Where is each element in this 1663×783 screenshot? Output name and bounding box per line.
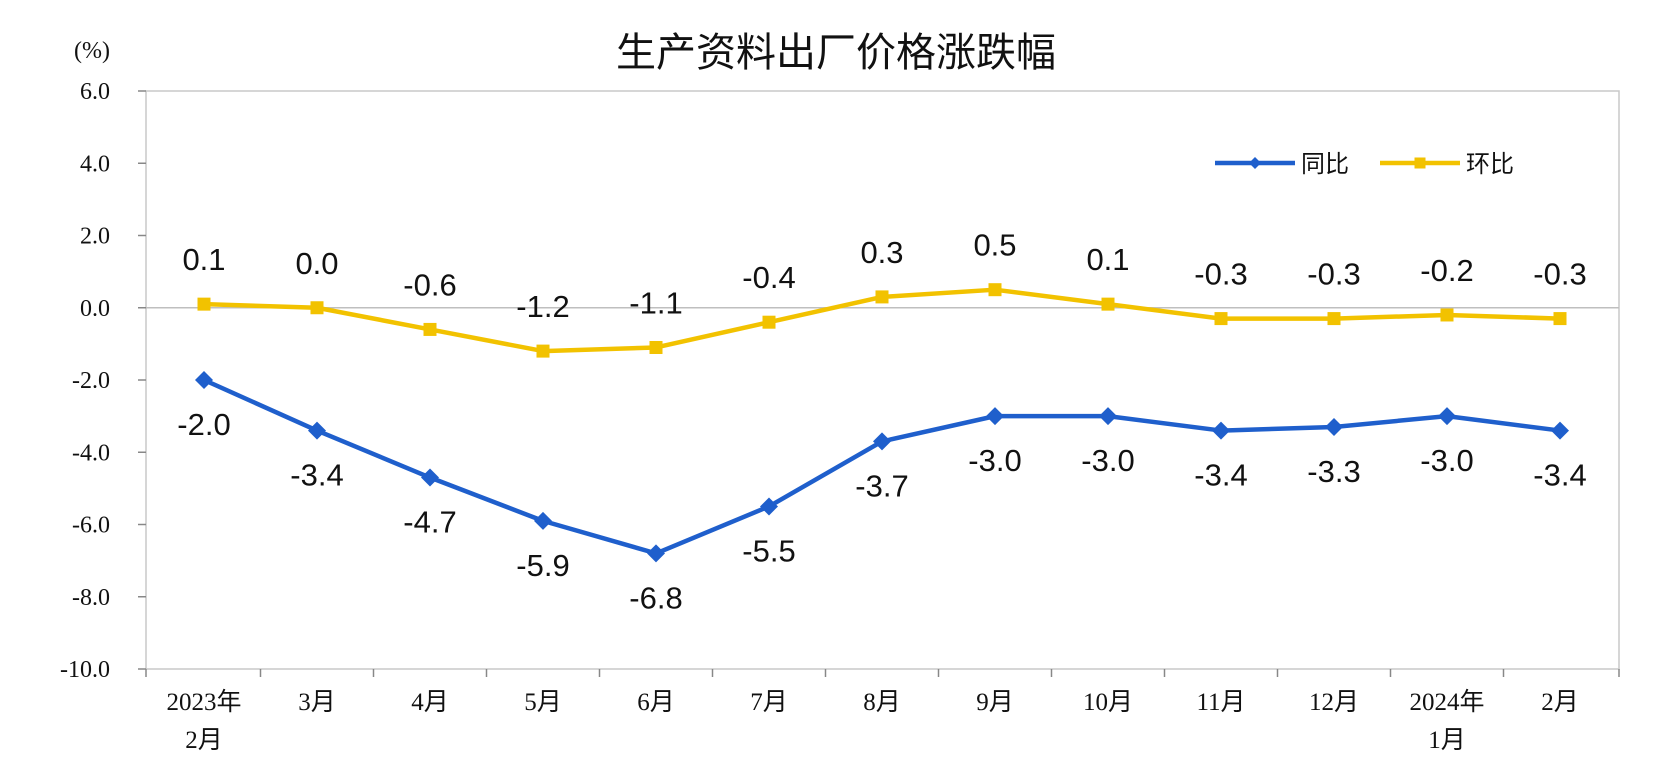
- y-tick-label: -6.0: [72, 513, 110, 539]
- y-axis-ticks: 6.0 4.0 2.0 0.0 -2.0 -4.0 -6.0 -8.0 -10.0: [60, 79, 146, 683]
- data-point: [988, 283, 1002, 297]
- x-tick-label: 5月: [524, 689, 562, 716]
- x-tick-label: 10月: [1083, 689, 1133, 716]
- data-point: [760, 497, 778, 516]
- data-point: [647, 544, 665, 563]
- data-label: -3.4: [1533, 458, 1586, 493]
- data-point: [873, 432, 891, 451]
- y-tick-label: -4.0: [72, 440, 110, 466]
- data-point: [1551, 421, 1569, 440]
- data-label: -0.3: [1194, 257, 1247, 292]
- data-labels: -2.0 -3.4 -4.7 -5.9 -6.8 -5.5 -3.7 -3.0 -3.0 -3.4…: [177, 228, 1586, 616]
- y-tick-label: 2.0: [80, 224, 110, 250]
- data-label: -0.3: [1533, 257, 1586, 292]
- data-label: -1.2: [516, 289, 569, 324]
- data-point: [649, 340, 663, 354]
- data-label: -4.7: [403, 505, 456, 540]
- x-tick-label: 2月: [1541, 689, 1579, 716]
- data-point: [1440, 308, 1454, 322]
- data-label: 0.1: [1086, 242, 1129, 277]
- data-label: 0.5: [973, 228, 1016, 263]
- y-tick-label: 4.0: [80, 151, 110, 177]
- x-tick-label: 2023年: [166, 688, 241, 716]
- x-tick-label: 6月: [637, 689, 675, 716]
- y-tick-label: -8.0: [72, 585, 110, 611]
- y-tick-label: 0.0: [80, 296, 110, 322]
- data-label: -0.2: [1420, 253, 1473, 288]
- data-point: [1101, 297, 1115, 311]
- data-label: -6.8: [629, 580, 682, 615]
- x-tick-label: 2024年: [1409, 688, 1484, 716]
- data-label: -1.1: [629, 285, 682, 320]
- data-point: [762, 315, 776, 329]
- legend-label: 同比: [1301, 150, 1349, 178]
- data-point: [534, 511, 552, 530]
- data-label: -3.4: [1194, 458, 1247, 493]
- data-point: [421, 468, 439, 487]
- data-label: 0.1: [182, 242, 225, 277]
- x-tick-label: 1月: [1428, 727, 1466, 754]
- legend: 同比 环比: [1215, 150, 1514, 178]
- y-tick-label: -10.0: [60, 657, 110, 683]
- data-point: [536, 344, 550, 358]
- data-point: [875, 290, 889, 304]
- x-tick-label: 9月: [976, 689, 1014, 716]
- data-point: [1325, 417, 1343, 436]
- data-label: -0.3: [1307, 257, 1360, 292]
- data-point: [1327, 312, 1341, 326]
- data-label: -3.4: [290, 458, 343, 493]
- chart-title: 生产资料出厂价格涨跌幅: [616, 30, 1056, 76]
- data-point: [197, 297, 211, 311]
- x-tick-label: 8月: [863, 689, 901, 716]
- legend-label: 环比: [1466, 150, 1514, 178]
- series-layer: [195, 283, 1569, 563]
- data-label: -3.7: [855, 468, 908, 503]
- data-point: [1438, 407, 1456, 426]
- data-label: -5.5: [742, 533, 795, 568]
- data-label: 0.0: [295, 246, 338, 281]
- data-point: [195, 371, 213, 389]
- y-axis-unit: (%): [74, 38, 110, 64]
- data-label: -2.0: [177, 407, 230, 442]
- data-label: 0.3: [860, 235, 903, 270]
- data-point: [1553, 312, 1567, 326]
- x-tick-label: 2月: [185, 727, 223, 754]
- x-tick-label: 3月: [298, 689, 336, 716]
- data-point: [986, 407, 1004, 426]
- data-point: [1214, 312, 1228, 326]
- data-label: -3.0: [1081, 443, 1134, 478]
- y-tick-label: 6.0: [80, 79, 110, 105]
- x-tick-label: 12月: [1309, 689, 1359, 716]
- data-point: [1099, 407, 1117, 426]
- data-point: [310, 301, 324, 315]
- plot-area: [145, 90, 1620, 670]
- x-axis-ticks: 2023年 2月 3月 4月 5月 6月 7月 8月 9月 10月 11月 12月 2024年 1月 2月: [145, 669, 1620, 754]
- data-label: -0.4: [742, 260, 795, 295]
- x-tick-label: 11月: [1196, 689, 1245, 716]
- data-label: -5.9: [516, 548, 569, 583]
- data-label: -3.0: [1420, 443, 1473, 478]
- data-label: -3.0: [968, 443, 1021, 478]
- data-label: -3.3: [1307, 454, 1360, 489]
- data-label: -0.6: [403, 267, 456, 302]
- data-point: [308, 421, 326, 440]
- data-point: [1212, 421, 1230, 440]
- x-tick-label: 4月: [411, 689, 449, 716]
- legend-marker: [1249, 157, 1261, 169]
- legend-marker: [1414, 157, 1426, 169]
- data-point: [423, 322, 437, 336]
- y-tick-label: -2.0: [72, 368, 110, 394]
- x-tick-label: 7月: [750, 689, 788, 716]
